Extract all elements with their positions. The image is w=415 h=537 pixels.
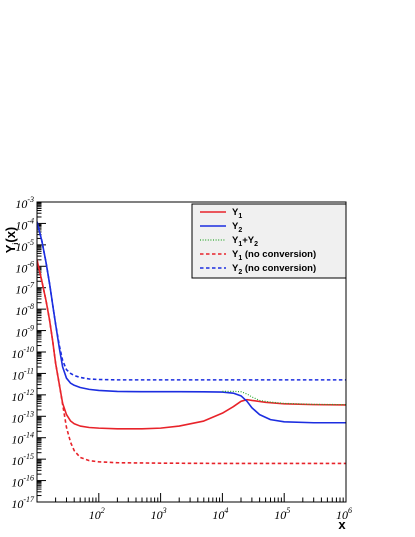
x-tick-label: 105 <box>274 506 290 522</box>
legend-box <box>191 203 347 279</box>
y-tick-label: 10-9 <box>15 324 34 340</box>
y-tick-label: 10-14 <box>11 431 34 447</box>
plot-frame <box>36 201 347 503</box>
y-tick-label: 10-17 <box>11 495 35 511</box>
y-tick-label: 10-4 <box>15 216 34 232</box>
y-tick-label: 10-6 <box>15 259 34 275</box>
series-line-3 <box>222 390 346 406</box>
y-tick-label: 10-3 <box>15 195 34 211</box>
series-layer <box>37 221 346 465</box>
series-line-4 <box>37 259 346 465</box>
legend-label: Y1+Y2 <box>232 235 258 248</box>
y-tick-label: 10-16 <box>11 474 34 490</box>
legend-label: Y2 <box>232 221 242 234</box>
y-tick-label: 10-12 <box>11 388 34 404</box>
y-tick-label: 10-7 <box>15 281 35 297</box>
y-tick-label: 10-8 <box>15 302 34 318</box>
legend-label: Y1 <box>232 207 242 220</box>
y-tick-label: 10-10 <box>11 345 34 361</box>
y-axis-title: Yi(x) <box>3 227 20 254</box>
y-tick-label: 10-15 <box>11 452 34 468</box>
x-axis-title: x <box>338 517 346 532</box>
x-tick-label: 104 <box>212 506 228 522</box>
x-tick-label: 106 <box>336 506 352 522</box>
legend-label: Y1 (no conversion) <box>232 249 316 262</box>
x-tick-label: 102 <box>89 506 105 522</box>
y-tick-label: 10-13 <box>11 409 34 425</box>
y-tick-label: 10-5 <box>15 238 34 254</box>
tick-labels: 102 103 104 105 106 10-3 10-4 10-5 10-6 10-7 10-8 1… <box>11 195 352 522</box>
series-line-5 <box>37 221 346 381</box>
legend-label: Y2 (no conversion) <box>232 263 316 276</box>
x-tick-label: 103 <box>151 506 167 522</box>
series-line-1 <box>37 259 346 430</box>
y-tick-label: 10-11 <box>12 366 34 382</box>
